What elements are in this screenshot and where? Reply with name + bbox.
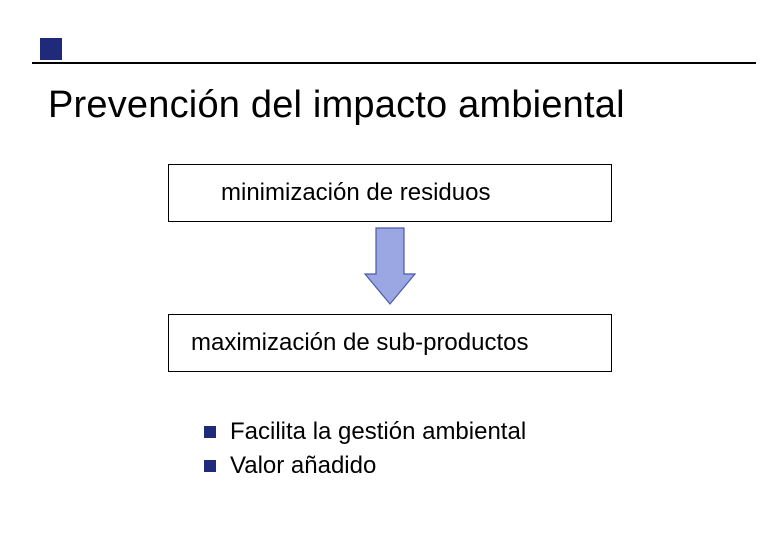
box-minimizacion: minimización de residuos xyxy=(168,164,612,222)
arrow-path xyxy=(365,228,415,304)
bullet-square-icon xyxy=(204,426,216,438)
down-arrow xyxy=(360,224,420,313)
bullet-list: Facilita la gestión ambiental Valor añad… xyxy=(204,418,526,486)
list-item: Facilita la gestión ambiental xyxy=(204,418,526,446)
bullet-square-icon xyxy=(204,460,216,472)
page-title: Prevención del impacto ambiental xyxy=(48,84,625,127)
list-item: Valor añadido xyxy=(204,452,526,480)
title-rule xyxy=(32,62,756,64)
bullet-text: Facilita la gestión ambiental xyxy=(230,418,526,446)
box-maximizacion: maximización de sub-productos xyxy=(168,314,612,372)
arrow-down-icon xyxy=(360,224,420,308)
bullet-text: Valor añadido xyxy=(230,452,376,480)
box-minimizacion-label: minimización de residuos xyxy=(169,165,611,221)
accent-square xyxy=(40,38,62,60)
box-maximizacion-label: maximización de sub-productos xyxy=(169,315,611,371)
